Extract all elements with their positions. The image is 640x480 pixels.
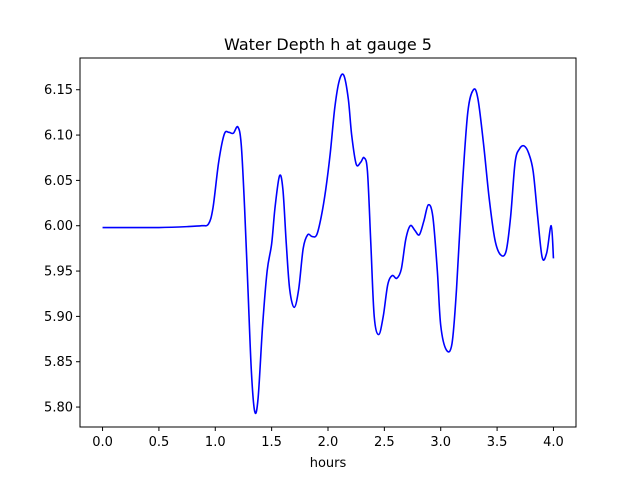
y-tick-label: 6.05 [44,174,73,189]
y-tick-label: 5.85 [44,355,73,370]
x-axis-label: hours [310,456,347,471]
plot-frame [79,57,577,428]
x-tick-label: 4.0 [543,435,564,450]
y-tick-label: 5.90 [44,310,73,325]
y-tick-label: 6.10 [44,129,73,144]
x-tick-label: 3.5 [487,435,508,450]
y-tick-label: 6.15 [44,83,73,98]
y-tick-label: 6.00 [44,219,73,234]
line-layer [102,73,555,415]
x-tick-label: 0.0 [92,435,113,450]
x-axis-ticks: 0.0 0.5 1.0 1.5 2.0 2.5 3.0 3.5 4.0 [92,427,564,450]
x-tick-label: 2.5 [374,435,395,450]
y-axis-ticks: 5.80 5.85 5.90 5.95 6.00 6.05 6.10 6.15 [44,83,80,416]
y-tick-label: 5.80 [44,401,73,416]
x-tick-label: 0.5 [149,435,170,450]
series-line-0 [102,73,555,415]
plot-area: 0.0 0.5 1.0 1.5 2.0 2.5 3.0 3.5 4.0 5.80 5.85 5.90… [44,57,577,450]
y-tick-label: 5.95 [44,265,73,280]
chart-title: Water Depth h at gauge 5 [224,35,432,54]
x-tick-label: 2.0 [318,435,339,450]
x-tick-label: 1.5 [261,435,282,450]
x-tick-label: 1.0 [205,435,226,450]
x-tick-label: 3.0 [430,435,451,450]
